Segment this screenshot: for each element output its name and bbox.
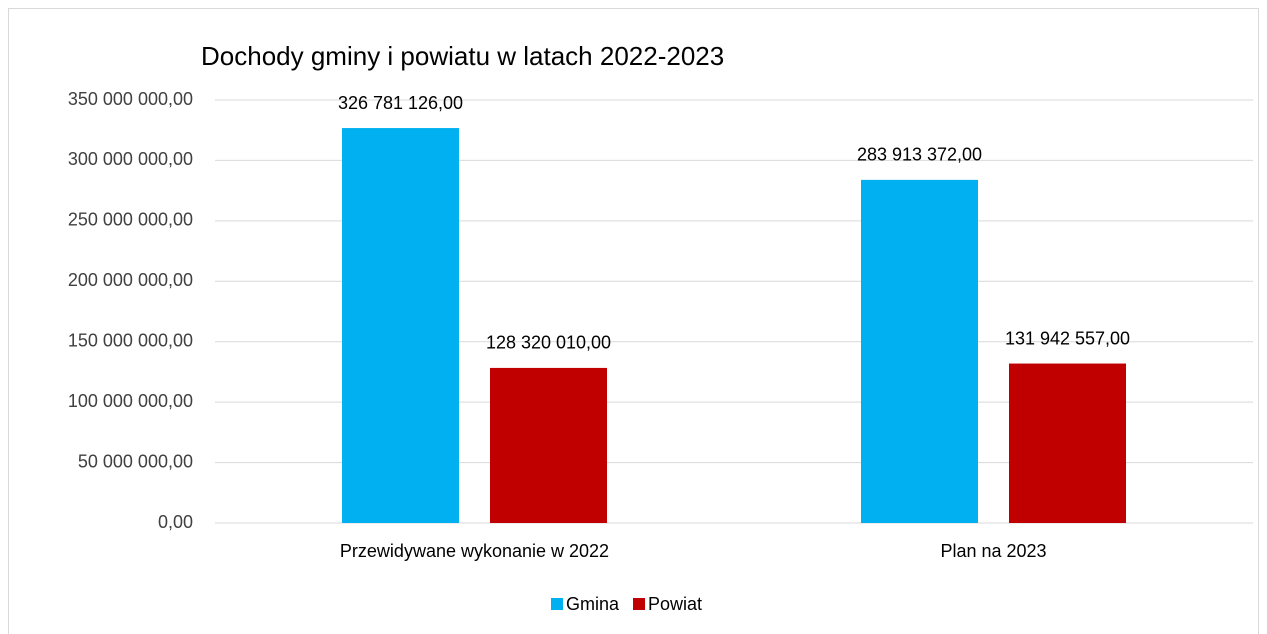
bar (342, 128, 459, 524)
legend-label: Gmina (566, 594, 620, 614)
data-label: 128 320 010,00 (486, 333, 611, 353)
y-tick-label: 250 000 000,00 (68, 210, 193, 230)
bar (490, 367, 607, 523)
data-label: 131 942 557,00 (1005, 328, 1130, 348)
legend-swatch (551, 598, 563, 610)
data-label: 326 781 126,00 (338, 93, 463, 113)
y-tick-label: 200 000 000,00 (68, 270, 193, 290)
x-tick-label: Plan na 2023 (940, 541, 1046, 561)
y-tick-label: 300 000 000,00 (68, 149, 193, 169)
legend-swatch (633, 598, 646, 610)
bar (1009, 363, 1126, 523)
y-tick-label: 0,00 (158, 512, 193, 532)
x-tick-label: Przewidywane wykonanie w 2022 (340, 541, 609, 561)
chart-frame (8, 8, 1259, 634)
chart-title: Dochody gminy i powiatu w latach 2022-20… (201, 41, 724, 71)
y-tick-label: 350 000 000,00 (68, 89, 193, 109)
data-label: 283 913 372,00 (857, 145, 982, 165)
y-tick-label: 50 000 000,00 (78, 451, 193, 471)
legend-label: Powiat (648, 594, 702, 614)
bar (861, 179, 978, 523)
y-tick-label: 150 000 000,00 (68, 330, 193, 350)
y-tick-label: 100 000 000,00 (68, 391, 193, 411)
